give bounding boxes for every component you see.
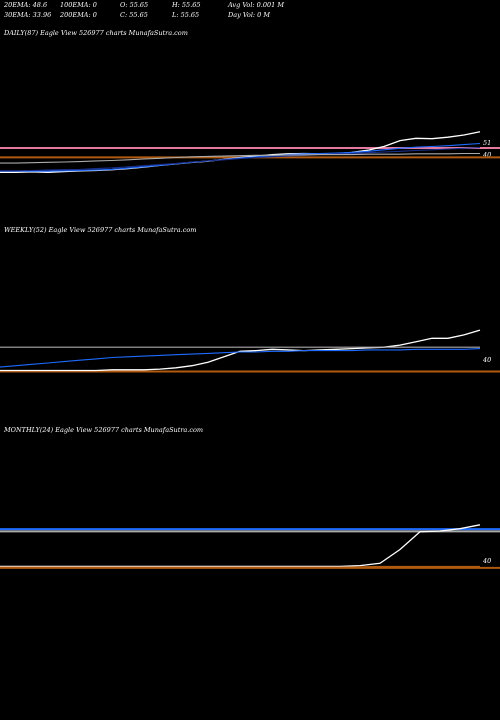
high-label: H: 55.65 xyxy=(172,1,201,9)
daily-ylabel-51: 51 xyxy=(483,139,492,147)
daily-ylabel-40: 40 xyxy=(483,151,492,159)
weekly-chart-title: WEEKLY(52) Eagle View 526977 charts Muna… xyxy=(4,226,197,234)
ema200-label: 200EMA: 0 xyxy=(60,11,97,19)
close-label: C: 55.65 xyxy=(120,11,148,19)
day-vol-label: Day Vol: 0 M xyxy=(228,11,271,19)
low-label: L: 55.65 xyxy=(172,11,200,19)
weekly-ylabel-40: 40 xyxy=(483,356,492,364)
weekly-chart xyxy=(0,329,500,373)
daily-series-line-2 xyxy=(0,147,481,172)
monthly-chart-title: MONTHLY(24) Eagle View 526977 charts Mun… xyxy=(4,426,204,434)
ema30-label: 30EMA: 33.96 xyxy=(4,11,52,19)
avg-vol-label: Avg Vol: 0.001 M xyxy=(228,1,285,9)
open-label: O: 55.65 xyxy=(120,1,149,9)
monthly-ylabel-40: 40 xyxy=(483,557,492,565)
daily-series-line-1 xyxy=(0,142,481,172)
daily-series-line-3 xyxy=(0,152,480,164)
daily-chart xyxy=(0,131,500,173)
monthly-series-line-1 xyxy=(0,565,480,568)
monthly-series-line-0 xyxy=(0,524,481,568)
daily-chart-title: DAILY(87) Eagle View 526977 charts Munaf… xyxy=(4,29,188,37)
monthly-chart xyxy=(0,524,500,569)
ema20-label: 20EMA: 48.6 xyxy=(4,1,48,9)
daily-series-line-0 xyxy=(0,131,481,173)
weekly-series-line-0 xyxy=(0,329,481,372)
ema100-label: 100EMA: 0 xyxy=(60,1,97,9)
weekly-series-line-1 xyxy=(0,348,481,368)
